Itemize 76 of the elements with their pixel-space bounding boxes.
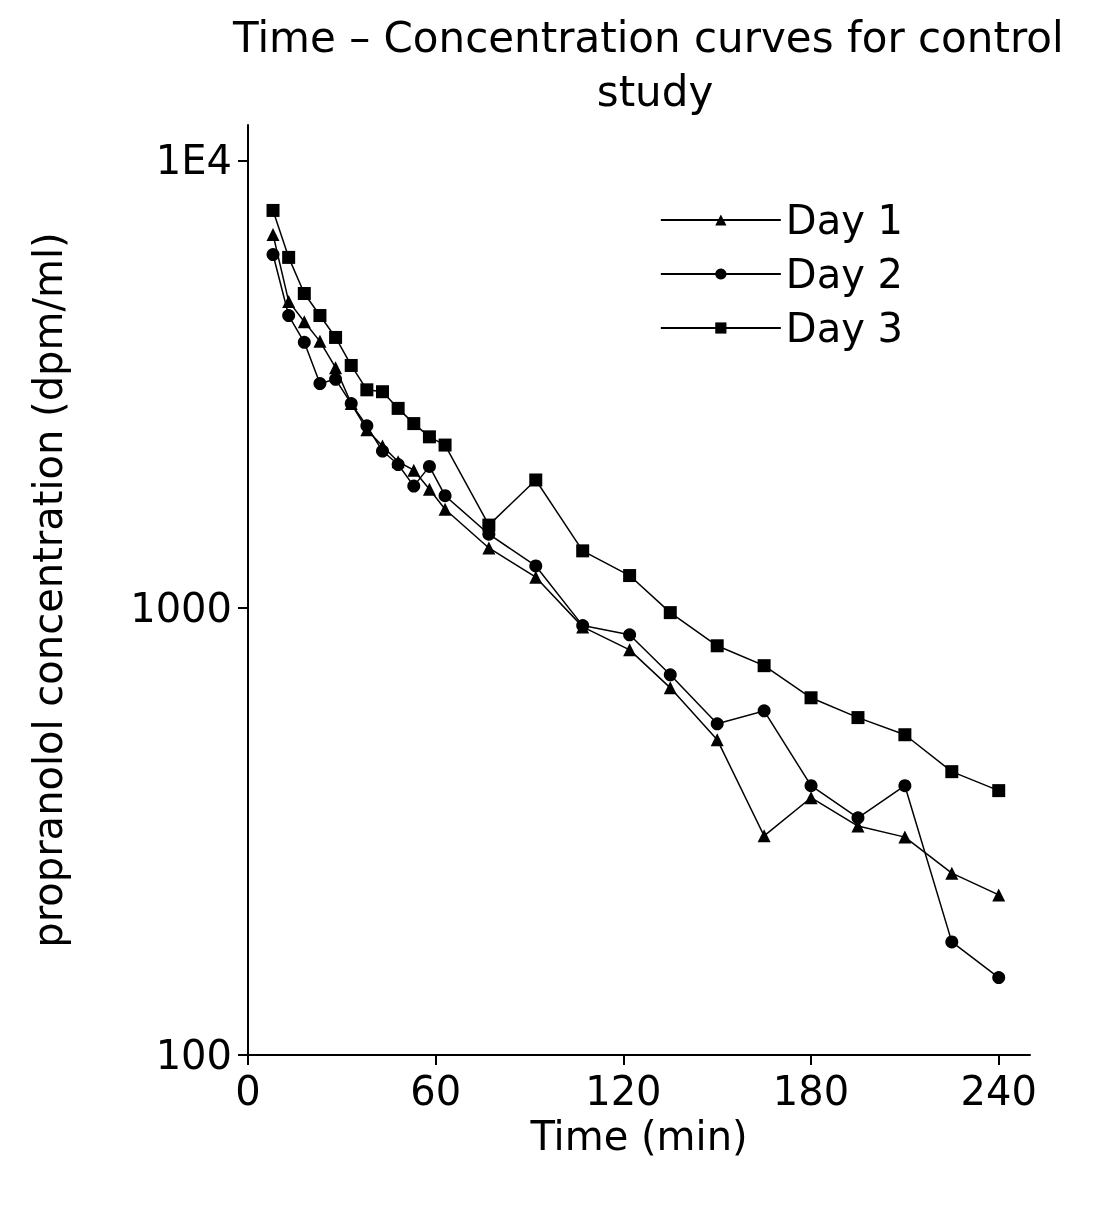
point: [804, 691, 818, 705]
point: [376, 385, 389, 399]
point: [266, 203, 280, 217]
point: [663, 606, 677, 620]
point: [313, 309, 327, 323]
x-tick-label: 180: [772, 1068, 850, 1114]
point: [422, 482, 436, 496]
point: [407, 463, 421, 477]
point: [663, 668, 677, 682]
point: [945, 935, 959, 949]
y-axis-title: propranolol concentration (dpm/ml): [25, 232, 71, 948]
legend-label: Day 2: [785, 251, 904, 297]
point: [710, 733, 724, 747]
point: [344, 358, 358, 372]
point: [282, 309, 296, 323]
point: [945, 765, 959, 779]
point: [710, 639, 724, 653]
point: [851, 711, 865, 725]
point: [297, 315, 311, 329]
point: [282, 250, 296, 264]
x-axis-title: Time (min): [529, 1112, 748, 1159]
point: [804, 779, 818, 793]
point: [266, 227, 280, 241]
point: [898, 779, 912, 793]
point: [482, 518, 496, 532]
point: [422, 430, 436, 444]
point: [438, 438, 452, 452]
point: [757, 659, 771, 673]
x-tick-label: 120: [585, 1068, 662, 1114]
point: [804, 791, 818, 805]
point: [945, 866, 959, 880]
y-tick-label: 1E4: [155, 137, 232, 184]
point: [422, 459, 436, 473]
point: [851, 811, 865, 825]
chart-title: Time – Concentration curves for control study: [232, 12, 1077, 116]
y-tick-label: 1000: [130, 584, 232, 631]
point: [898, 830, 912, 844]
y-tick-label: 100: [155, 1032, 232, 1078]
point: [376, 444, 389, 458]
point: [360, 383, 374, 397]
point: [360, 419, 374, 433]
point: [529, 570, 543, 584]
x-tick-label: 240: [960, 1068, 1037, 1114]
point: [710, 717, 724, 731]
point: [482, 541, 496, 555]
point: [329, 372, 343, 386]
legend-label: Day 1: [785, 197, 904, 243]
point: [898, 728, 912, 742]
point: [438, 502, 452, 516]
point: [297, 287, 311, 301]
point: [992, 888, 1006, 902]
point: [757, 704, 771, 718]
point: [329, 330, 343, 344]
point: [438, 489, 452, 503]
point: [329, 361, 343, 375]
point: [757, 829, 771, 843]
point: [391, 401, 405, 415]
point: [623, 569, 637, 583]
point: [407, 479, 421, 493]
x-tick-label: 0: [235, 1068, 261, 1114]
point: [407, 417, 421, 431]
point: [266, 248, 280, 262]
legend-label: Day 3: [785, 305, 904, 351]
point: [297, 335, 311, 349]
point: [529, 559, 543, 573]
point: [623, 643, 637, 657]
point: [663, 681, 677, 695]
point: [623, 628, 637, 642]
point: [992, 971, 1006, 985]
point: [576, 544, 590, 558]
point: [992, 784, 1006, 798]
point: [529, 473, 543, 487]
x-tick-label: 60: [410, 1068, 462, 1114]
point: [282, 294, 296, 308]
point: [313, 377, 327, 391]
point: [313, 334, 327, 348]
